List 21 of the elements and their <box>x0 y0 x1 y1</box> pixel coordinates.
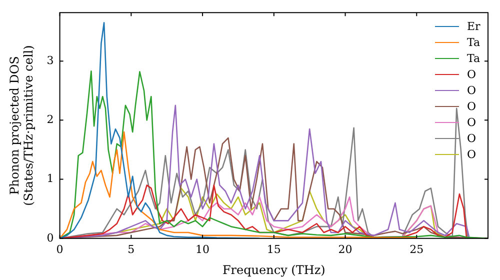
legend-label: Ta <box>467 34 480 51</box>
y-tick-label: 1 <box>46 172 54 186</box>
y-tick-label: 3 <box>46 54 54 67</box>
x-axis-title: Frequency (THz) <box>222 262 326 277</box>
legend-label: O <box>467 66 476 83</box>
legend-label: Er <box>467 18 480 35</box>
x-tick-label: 20 <box>338 242 352 256</box>
legend-label: O <box>467 114 476 131</box>
y-tick-label: 2 <box>46 113 54 126</box>
legend-label: O <box>467 98 476 115</box>
x-tick-label: 0 <box>56 242 64 256</box>
y-tick-label: 0 <box>46 231 54 244</box>
legend-label: O <box>467 146 476 163</box>
legend-label: O <box>467 82 476 99</box>
legend-label: O <box>467 130 476 147</box>
legend-label: Ta <box>467 50 480 67</box>
y-axis-title: Phonon projected DOS (States/THz·primitive cell) <box>7 45 36 206</box>
x-tick-label: 25 <box>410 242 424 256</box>
x-tick-label: 10 <box>196 242 210 256</box>
x-tick-label: 15 <box>266 242 281 256</box>
x-tick-label: 5 <box>128 242 135 256</box>
